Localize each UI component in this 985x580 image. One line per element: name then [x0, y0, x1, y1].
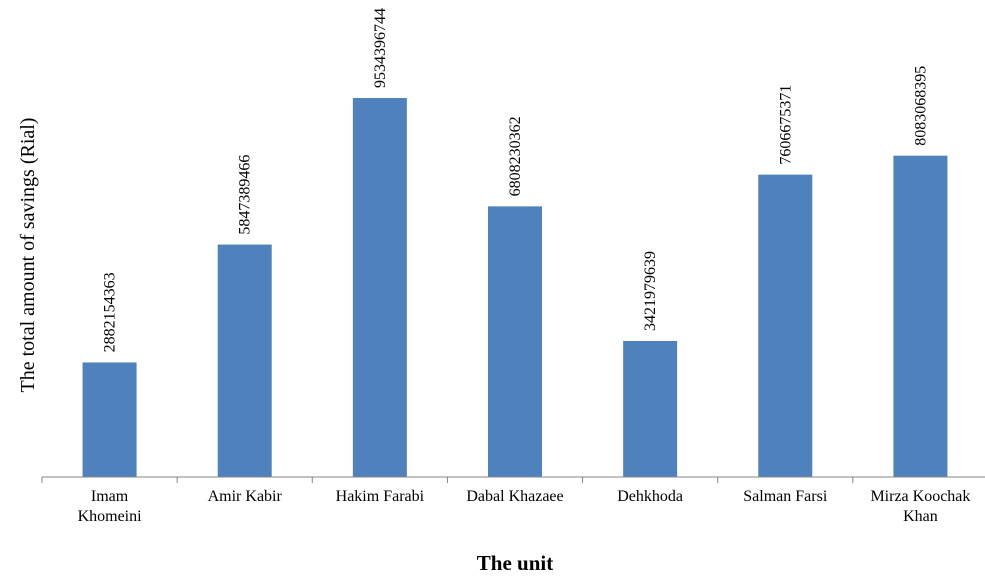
bar — [352, 98, 407, 478]
category-label: Mirza Koochak Khan — [870, 488, 970, 525]
category-label: Amir Kabir — [208, 488, 283, 505]
bar — [82, 362, 137, 477]
y-axis-title: The total amount of savings (Rial) — [17, 118, 39, 393]
data-label: 9534396744 — [372, 8, 389, 88]
value-labels-layer: 2882154363 5847389466 9534396744 6808230362… — [102, 8, 930, 352]
bars-layer — [82, 98, 948, 478]
category-labels-layer: Imam Khomeini Amir Kabir Hakim Farabi Dabal … — [78, 488, 971, 525]
data-label: 8083068395 — [912, 66, 929, 146]
data-label: 7606675371 — [777, 85, 794, 165]
category-label: Dehkhoda — [617, 488, 683, 505]
category-label: Hakim Farabi — [336, 488, 425, 505]
category-label: Imam Khomeini — [78, 488, 143, 525]
data-label: 3421979639 — [642, 251, 659, 331]
data-label: 6808230362 — [507, 116, 524, 196]
data-label: 5847389466 — [237, 155, 254, 235]
bar — [623, 340, 678, 477]
x-axis-ticks — [41, 477, 854, 483]
data-label: 2882154363 — [102, 272, 119, 352]
bar — [758, 174, 813, 478]
category-label: Salman Farsi — [743, 488, 828, 505]
category-label: Dabal Khazaee — [466, 488, 563, 505]
x-axis-title: The unit — [477, 551, 553, 575]
bar — [217, 244, 272, 477]
bar — [893, 155, 948, 477]
bar — [488, 206, 542, 477]
